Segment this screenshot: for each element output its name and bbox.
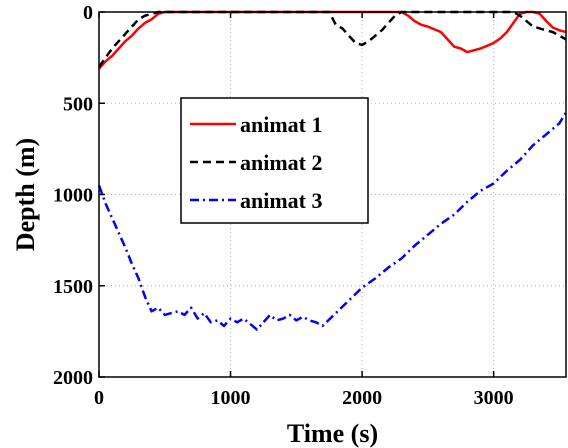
y-tick-label: 500 [63, 93, 93, 115]
y-tick-label: 1000 [53, 185, 93, 207]
y-tick-label: 1500 [53, 276, 93, 298]
y-axis-label: Depth (m) [11, 138, 40, 251]
grid-lines [99, 12, 566, 377]
x-tick-label: 3000 [474, 387, 514, 409]
x-tick-label: 1000 [211, 387, 251, 409]
y-tick-label: 2000 [53, 367, 93, 389]
x-tick-label: 2000 [342, 387, 382, 409]
legend-box [180, 97, 369, 224]
series-line-animat-2 [97, 10, 567, 68]
y-tick-label: 0 [83, 2, 93, 24]
x-tick-label: 0 [94, 387, 104, 409]
series-line-animat-3 [97, 111, 568, 331]
legend-label-animat-2: animat 2 [240, 150, 323, 175]
x-axis-label: Time (s) [287, 419, 378, 448]
legend: animat 1 animat 2 animat 3 [180, 97, 369, 224]
legend-label-animat-3: animat 3 [240, 188, 323, 213]
legend-label-animat-1: animat 1 [240, 112, 323, 137]
axis-ticks: 0 1000 2000 3000 0 500 1000 1500 2000 [53, 2, 514, 409]
